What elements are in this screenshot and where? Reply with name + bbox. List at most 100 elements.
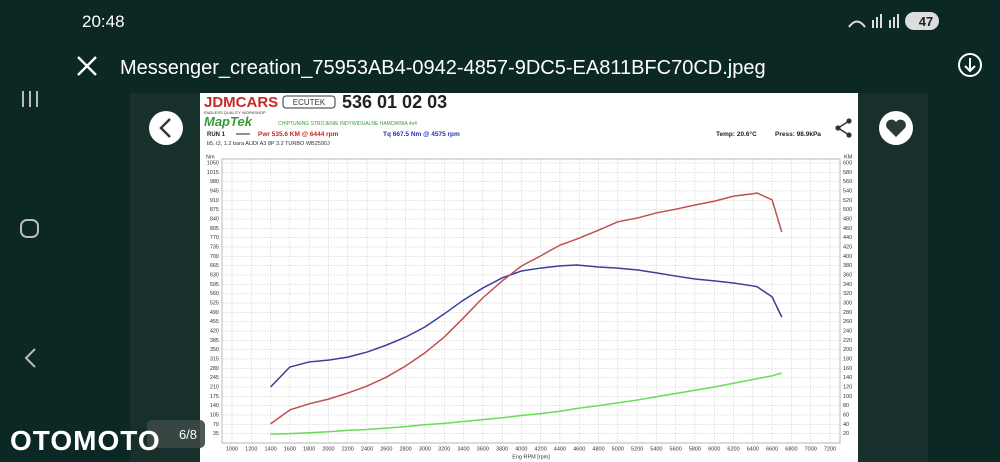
y-tick-label: 665 xyxy=(210,263,219,269)
x-tick-label: 5400 xyxy=(650,446,662,452)
y2-tick-label: 500 xyxy=(843,207,852,213)
annotation: Tq 667.5 Nm @ 4575 rpm xyxy=(383,131,460,138)
x-tick-label: 4600 xyxy=(573,446,585,452)
y-tick-label: 420 xyxy=(210,328,219,334)
y2-tick-label: 400 xyxy=(843,254,852,260)
y-tick-label: 980 xyxy=(210,179,219,185)
y-tick-label: 560 xyxy=(210,291,219,297)
x-tick-label: 6000 xyxy=(708,446,720,452)
partner-badge xyxy=(282,95,336,109)
x-tick-label: 4800 xyxy=(592,446,604,452)
y-tick-label: 455 xyxy=(210,319,219,325)
y2-tick-label: 160 xyxy=(843,366,852,372)
y2-tick-label: 460 xyxy=(843,226,852,232)
y-tick-label: 35 xyxy=(213,431,219,437)
x-tick-label: 3000 xyxy=(419,446,431,452)
y-tick-label: 945 xyxy=(210,188,219,194)
brand: MapTek xyxy=(204,114,253,129)
y-tick-label: 805 xyxy=(210,226,219,232)
back-button[interactable] xyxy=(149,111,183,145)
y-tick-label: 315 xyxy=(210,356,219,362)
status-time: 20:48 xyxy=(82,12,125,31)
y2-tick-label: 380 xyxy=(843,263,852,269)
y-tick-label: 350 xyxy=(210,347,219,353)
battery-level: 47 xyxy=(919,14,933,29)
phone: 536 01 02 03 xyxy=(342,92,447,112)
y2-tick-label: 140 xyxy=(843,375,852,381)
x-tick-label: 3200 xyxy=(438,446,450,452)
y2-tick-label: 440 xyxy=(843,235,852,241)
y2-tick-label: 320 xyxy=(843,291,852,297)
x-tick-label: 2200 xyxy=(342,446,354,452)
press: Press: 98.9kPa xyxy=(775,131,821,138)
y2-tick-label: 180 xyxy=(843,356,852,362)
y2-tick-label: 420 xyxy=(843,244,852,250)
x-tick-label: 4000 xyxy=(515,446,527,452)
y2-tick-label: 240 xyxy=(843,328,852,334)
x-tick-label: 1400 xyxy=(264,446,276,452)
x-tick-label: 4200 xyxy=(535,446,547,452)
run-label: RUN 1 xyxy=(207,132,226,138)
x-tick-label: 3400 xyxy=(457,446,469,452)
y-tick-label: 490 xyxy=(210,310,219,316)
battery xyxy=(905,12,939,30)
series-line xyxy=(270,372,782,435)
y2-tick-label: 120 xyxy=(843,384,852,390)
y2-tick-label: 560 xyxy=(843,179,852,185)
y-tick-label: 280 xyxy=(210,366,219,372)
x-tick-label: 5600 xyxy=(670,446,682,452)
photo-counter: 6/8 xyxy=(179,427,197,442)
x-tick-label: 7200 xyxy=(824,446,836,452)
x-tick-label: 6400 xyxy=(747,446,759,452)
y2-tick-label: 260 xyxy=(843,319,852,325)
x-tick-label: 2600 xyxy=(380,446,392,452)
counter-badge xyxy=(147,420,205,448)
x-tick-label: 3600 xyxy=(477,446,489,452)
temp: Temp: 20.6°C xyxy=(716,130,757,138)
description: b5, t2, 1.2 bara AUDI A3 8P 3.2 TURBO WB… xyxy=(207,141,330,147)
y2-tick-label: 40 xyxy=(843,422,849,428)
x-tick-label: 7000 xyxy=(805,446,817,452)
y2-tick-label: 220 xyxy=(843,338,852,344)
nav-back[interactable] xyxy=(24,348,36,368)
y-tick-label: 840 xyxy=(210,216,219,222)
x-tick-label: 2400 xyxy=(361,446,373,452)
y-tick-label: 140 xyxy=(210,403,219,409)
favorite-button[interactable] xyxy=(879,111,913,145)
y2-tick-label: 480 xyxy=(843,216,852,222)
y-tick-label: 1015 xyxy=(207,170,219,176)
y2-tick-label: 520 xyxy=(843,198,852,204)
y2-tick-label: 80 xyxy=(843,403,849,409)
y2-tick-label: 340 xyxy=(843,282,852,288)
close-button[interactable] xyxy=(77,56,97,76)
y-tick-label: 70 xyxy=(213,422,219,428)
watermark: OTOMOTO xyxy=(10,425,161,456)
x-tick-label: 3800 xyxy=(496,446,508,452)
x-tick-label: 1000 xyxy=(226,446,238,452)
annotation: Pwr 535.6 KM @ 6444 rpm xyxy=(258,131,339,138)
status-icons xyxy=(848,14,899,28)
partner: ECUTEK xyxy=(293,98,326,107)
y-tick-label: 910 xyxy=(210,198,219,204)
brand-tagline: CHIPTUNING STROJENIE INDYWIDUALNE HAMOWN… xyxy=(278,121,417,127)
y-tick-label: 210 xyxy=(210,384,219,390)
nav-recent[interactable] xyxy=(22,91,38,107)
y-tick-label: 700 xyxy=(210,254,219,260)
y-tick-label: 385 xyxy=(210,338,219,344)
y2-tick-label: 540 xyxy=(843,188,852,194)
logo: JDMCARS xyxy=(204,94,278,111)
plot-area xyxy=(221,158,841,444)
y-tick-label: 595 xyxy=(210,282,219,288)
series-line xyxy=(270,192,783,425)
download-button[interactable] xyxy=(958,53,982,77)
y2-tick-label: 200 xyxy=(843,347,852,353)
nav-home[interactable] xyxy=(20,219,39,238)
y2-tick-label: 600 xyxy=(843,160,852,166)
x-tick-label: 5800 xyxy=(689,446,701,452)
y2-axis-label: KM xyxy=(844,154,853,160)
x-tick-label: 1200 xyxy=(245,446,257,452)
y2-tick-label: 20 xyxy=(843,431,849,437)
share-button[interactable] xyxy=(835,118,852,138)
